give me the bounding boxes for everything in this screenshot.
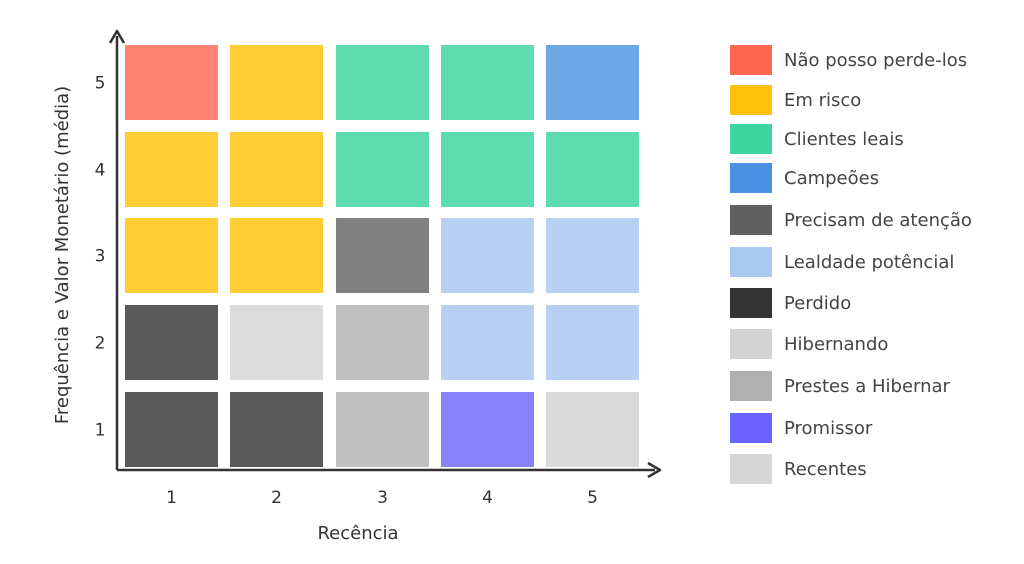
rfm-heatmap-chart: 1 2 3 4 5 1 2 3 4 5 Recência Frequência e Valor M… [52, 29, 662, 544]
heatmap-cell-r3-f4 [336, 132, 429, 207]
legend-label: Recentes [784, 458, 867, 480]
legend-swatch [730, 454, 772, 484]
heatmap-cell-r1-f2 [125, 305, 218, 380]
heatmap-cell-r2-f2 [230, 305, 323, 380]
heatmap-cell-r2-f4 [230, 132, 323, 207]
legend-swatch [730, 413, 772, 443]
legend-swatch [730, 329, 772, 359]
axis-ticks: 1 2 3 4 5 1 2 3 4 5 [95, 74, 598, 509]
heatmap-cell-r4-f5 [441, 45, 534, 120]
heatmap-cell-r2-f3 [230, 218, 323, 293]
heatmap-cell-r4-f1 [441, 392, 534, 467]
x-tick-label: 3 [377, 488, 388, 508]
y-tick-label: 1 [95, 421, 106, 441]
legend-swatch [730, 371, 772, 401]
legend-label: Campeões [784, 167, 880, 189]
legend-item: Campeões [730, 163, 879, 193]
x-tick-label: 4 [482, 488, 493, 508]
legend-item: Em risco [730, 85, 861, 115]
heatmap-cell-r3-f3 [336, 218, 429, 293]
legend-item: Promissor [730, 413, 872, 443]
heatmap-cell-r5-f2 [546, 305, 639, 380]
x-tick-label: 1 [166, 488, 177, 508]
heatmap-cell-r3-f5 [336, 45, 429, 120]
heatmap-cell-r4-f4 [441, 132, 534, 207]
legend-swatch [730, 85, 772, 115]
heatmap-cell-r5-f3 [546, 218, 639, 293]
x-axis-label: Recência [317, 523, 398, 544]
heatmap-cell-r4-f2 [441, 305, 534, 380]
legend-swatch [730, 205, 772, 235]
axes [108, 29, 662, 479]
y-tick-label: 4 [95, 161, 106, 181]
legend-label: Precisam de atenção [784, 209, 972, 231]
legend-label: Hibernando [784, 333, 889, 355]
heatmap-cell-r2-f5 [230, 45, 323, 120]
y-tick-label: 2 [95, 334, 106, 354]
heatmap-cell-r1-f3 [125, 218, 218, 293]
heatmap-cell-r5-f1 [546, 392, 639, 467]
heatmap-cell-r1-f5 [125, 45, 218, 120]
legend-item: Lealdade potêncial [730, 247, 954, 277]
heatmap-cell-r4-f3 [441, 218, 534, 293]
heatmap-cell-r1-f1 [125, 392, 218, 467]
x-axis-arrow-icon [647, 461, 662, 479]
heatmap-cell-r3-f1 [336, 392, 429, 467]
y-axis-label: Frequência e Valor Monetário (média) [52, 86, 73, 424]
legend-item: Clientes leais [730, 124, 904, 154]
legend-label: Lealdade potêncial [784, 251, 955, 273]
heatmap-cell-r1-f4 [125, 132, 218, 207]
legend-item: Prestes a Hibernar [730, 371, 950, 401]
legend-label: Não posso perde-los [784, 49, 968, 71]
y-tick-label: 3 [95, 247, 106, 267]
heatmap-cell-r5-f5 [546, 45, 639, 120]
legend-label: Prestes a Hibernar [784, 375, 950, 397]
y-tick-label: 5 [95, 74, 106, 94]
y-axis-arrow-icon [108, 29, 126, 44]
legend-item: Recentes [730, 454, 867, 484]
heatmap-cells [125, 45, 639, 467]
legend-label: Promissor [784, 417, 873, 439]
legend-label: Perdido [784, 292, 852, 314]
legend-item: Não posso perde-los [730, 45, 967, 75]
legend-swatch [730, 45, 772, 75]
legend-item: Hibernando [730, 329, 888, 359]
legend-swatch [730, 247, 772, 277]
x-tick-label: 5 [587, 488, 598, 508]
x-tick-label: 2 [271, 488, 282, 508]
legend-swatch [730, 288, 772, 318]
legend-label: Em risco [784, 89, 862, 111]
legend-swatch [730, 124, 772, 154]
legend-swatch [730, 163, 772, 193]
legend-label: Clientes leais [784, 128, 904, 150]
legend-item: Precisam de atenção [730, 205, 972, 235]
heatmap-cell-r5-f4 [546, 132, 639, 207]
heatmap-cell-r2-f1 [230, 392, 323, 467]
legend-item: Perdido [730, 288, 851, 318]
heatmap-cell-r3-f2 [336, 305, 429, 380]
